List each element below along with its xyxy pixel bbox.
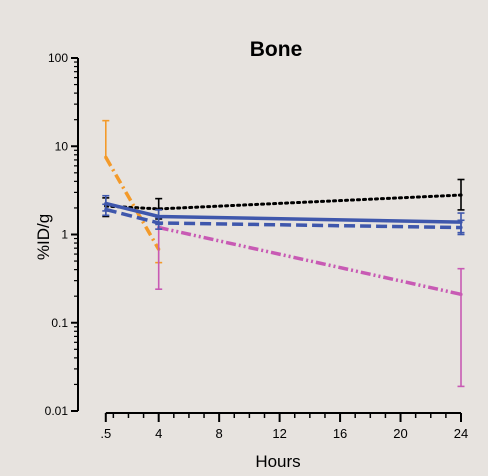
plot-area <box>102 119 465 388</box>
data-point <box>157 221 161 225</box>
x-tick-label: 4 <box>155 426 162 441</box>
series-2 <box>155 225 465 388</box>
y-tick-label: 100 <box>48 51 68 65</box>
y-tick-label: 1 <box>61 228 68 242</box>
y-tick-label: 0.01 <box>45 404 69 418</box>
axes: 0.01 0.1 1 10 100 .5 4 8 12 16 20 24 <box>45 51 469 441</box>
data-point <box>104 207 108 212</box>
x-tick-label: 16 <box>333 426 347 441</box>
data-point <box>459 225 463 230</box>
series-0 <box>102 178 465 220</box>
x-axis-label: Hours <box>255 452 300 471</box>
data-point <box>104 155 108 159</box>
series-1 <box>102 119 163 264</box>
chart-title: Bone <box>250 38 303 61</box>
data-point <box>459 193 463 197</box>
x-tick-label: 12 <box>272 426 286 441</box>
data-point <box>459 292 463 296</box>
x-tick-label: 8 <box>216 426 223 441</box>
series-line <box>104 156 161 251</box>
series-line <box>158 225 462 297</box>
x-tick-label: 24 <box>454 426 468 441</box>
y-tick-label: 0.1 <box>51 316 68 330</box>
y-axis-label: %ID/g <box>34 214 53 260</box>
x-tick-label: 20 <box>393 426 407 441</box>
series-4 <box>102 203 465 236</box>
y-tick-label: 10 <box>55 139 69 153</box>
x-tick-label: .5 <box>100 426 111 441</box>
